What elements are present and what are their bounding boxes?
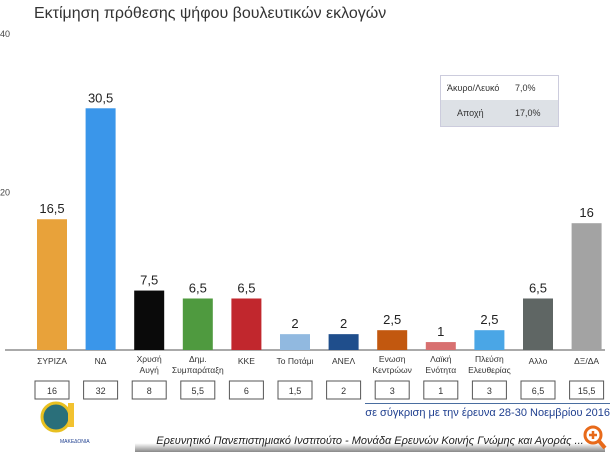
previous-value-box [374, 380, 410, 400]
previous-value-box [83, 380, 119, 400]
previous-value: 1 [438, 386, 443, 396]
bar [523, 298, 553, 350]
data-label: 30,5 [88, 90, 113, 105]
previous-value: 15,5 [578, 386, 596, 396]
category-label: Δημ. [189, 354, 207, 364]
previous-value-box [180, 380, 216, 400]
data-label: 7,5 [140, 273, 158, 288]
side-row: Αποχή 17,0% [441, 100, 558, 126]
category-label: Αυγή [140, 365, 160, 375]
bar [425, 342, 456, 350]
category-label: ΑΝΕΛ [332, 356, 355, 366]
bar [182, 298, 213, 350]
y-tick-label: 40 [0, 29, 10, 39]
data-label: 2,5 [480, 312, 498, 327]
previous-value: 1,5 [289, 386, 302, 396]
data-label: 2,5 [383, 312, 401, 327]
previous-value: 8 [147, 386, 152, 396]
category-label: ΔΞ/ΔΑ [574, 356, 599, 366]
footer-banner: Ερευνητικό Πανεπιστημιακό Ινστιτούτο - Μ… [135, 430, 605, 452]
category-label: Ενότητα [425, 365, 456, 375]
previous-value-box [34, 380, 70, 400]
svg-text:ΜΑΚΕΔΟΝΙΑΣ: ΜΑΚΕΔΟΝΙΑΣ [60, 439, 90, 445]
previous-value-box [277, 380, 313, 400]
y-tick-label: 20 [0, 188, 10, 198]
bar [134, 290, 165, 350]
data-label: 6,5 [529, 280, 547, 295]
bar-chart: 204016,5ΣΥΡΙΖΑ1630,5ΝΔ327,5ΧρυσήΑυγή86,5… [0, 29, 605, 400]
category-label: Συμπαράταξη [172, 365, 224, 375]
category-label: Αλλο [529, 356, 548, 366]
bar [231, 298, 262, 350]
previous-value: 5,5 [192, 386, 205, 396]
previous-value-box [423, 380, 459, 400]
previous-value-box [471, 380, 507, 400]
previous-value: 3 [390, 386, 395, 396]
data-label: 2 [291, 316, 298, 331]
side-table: Άκυρο/Λευκό 7,0% Αποχή 17,0% [440, 75, 559, 127]
university-logo: ΜΑΚΕΔΟΝΙΑΣ [40, 401, 90, 445]
category-label: Κεντρώων [372, 365, 411, 375]
previous-value: 2 [341, 386, 346, 396]
category-label: Λαϊκή [430, 354, 452, 364]
category-label: Το Ποτάμι [276, 356, 313, 366]
category-label: Χρυσή [137, 354, 162, 364]
previous-value: 3 [487, 386, 492, 396]
side-row: Άκυρο/Λευκό 7,0% [447, 83, 536, 93]
bar [85, 108, 116, 350]
bar [571, 223, 602, 350]
data-label: 16 [579, 205, 593, 220]
bar [280, 334, 310, 350]
previous-value-box [326, 380, 362, 400]
bar [328, 334, 359, 350]
category-label: Ελευθερίας [468, 365, 511, 375]
category-label: ΚΚΕ [238, 356, 255, 366]
category-label: ΣΥΡΙΖΑ [37, 356, 67, 366]
previous-value: 16 [47, 386, 57, 396]
data-label: 6,5 [189, 280, 207, 295]
comparison-note: σε σύγκριση με την έρευνα 28-30 Νοεμβρίο… [365, 403, 610, 419]
category-label: ΝΔ [95, 356, 107, 366]
zoom-in-icon[interactable] [583, 425, 607, 451]
data-label: 1 [437, 324, 444, 339]
previous-value-box [228, 380, 264, 400]
chart-title: Εκτίμηση πρόθεσης ψήφου βουλευτικών εκλο… [34, 5, 387, 22]
previous-value: 32 [96, 386, 106, 396]
bar [377, 330, 408, 350]
bar [37, 219, 67, 350]
data-label: 2 [340, 316, 347, 331]
previous-value-box [569, 380, 605, 400]
previous-value-box [520, 380, 556, 400]
category-label: Πλεύση [475, 354, 504, 364]
previous-value: 6,5 [532, 386, 545, 396]
bar [474, 330, 505, 350]
previous-value-box [131, 380, 167, 400]
data-label: 16,5 [39, 201, 64, 216]
previous-value: 6 [244, 386, 249, 396]
category-label: Ενωση [379, 354, 406, 364]
data-label: 6,5 [237, 280, 255, 295]
